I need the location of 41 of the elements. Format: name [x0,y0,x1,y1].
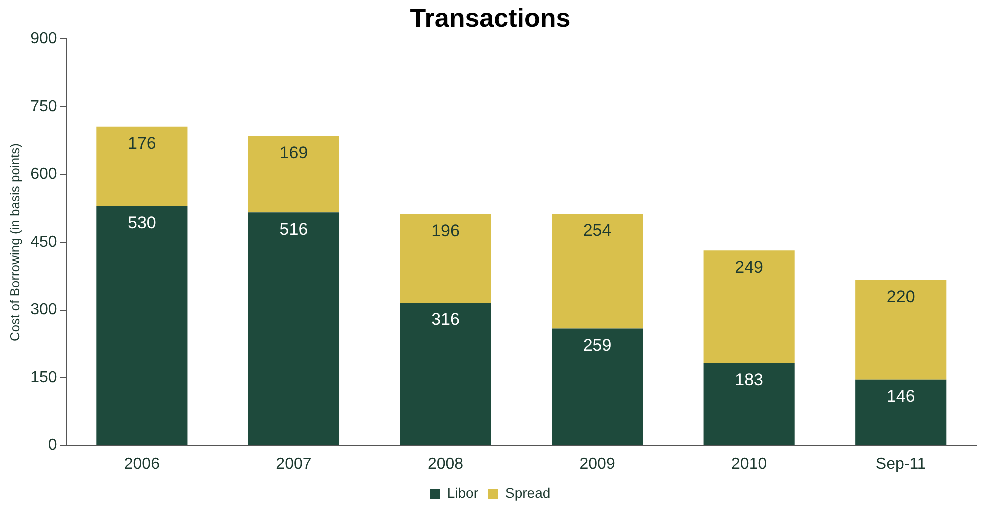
y-tick-label: 150 [30,369,58,386]
chart-title: Transactions [410,2,571,33]
bar [248,212,340,446]
data-label: 183 [735,370,764,390]
y-tick-label: 600 [30,166,58,184]
y-tick-label: 450 [30,234,58,251]
bar [856,380,947,446]
legend-label: Libor [447,484,479,501]
x-tick-label: 2010 [732,456,768,473]
bar [704,363,795,446]
x-tick-label: 2006 [124,456,160,473]
data-label: 169 [280,144,308,163]
legend-label: Spread [505,484,551,501]
data-label: 254 [583,221,612,240]
bar [400,214,492,304]
y-axis-title: Cost of Borrowing (in basis points) [7,144,22,342]
data-label: 146 [886,387,916,406]
y-tick-label: 750 [30,98,58,116]
bar [96,126,188,206]
x-tick-label: Sep-11 [876,456,926,473]
data-label: 220 [886,288,916,307]
data-label: 530 [128,214,156,233]
data-label: 249 [735,258,764,277]
bar [704,250,795,364]
data-label: 316 [432,310,460,330]
bar [248,136,340,213]
bar [400,303,492,446]
x-tick-label: 2009 [580,456,616,473]
bar [96,206,188,446]
data-label: 196 [432,222,460,241]
data-label: 516 [280,220,308,239]
y-tick-label: 900 [30,30,58,48]
data-label: 176 [128,134,156,154]
y-tick-label: 0 [48,437,58,454]
y-tick-label: 300 [30,302,58,319]
x-tick-label: 2007 [276,456,312,473]
bar [552,328,644,446]
bar [856,280,947,380]
data-label: 259 [583,336,612,355]
x-tick-label: 2008 [428,456,464,473]
bar [552,214,644,329]
